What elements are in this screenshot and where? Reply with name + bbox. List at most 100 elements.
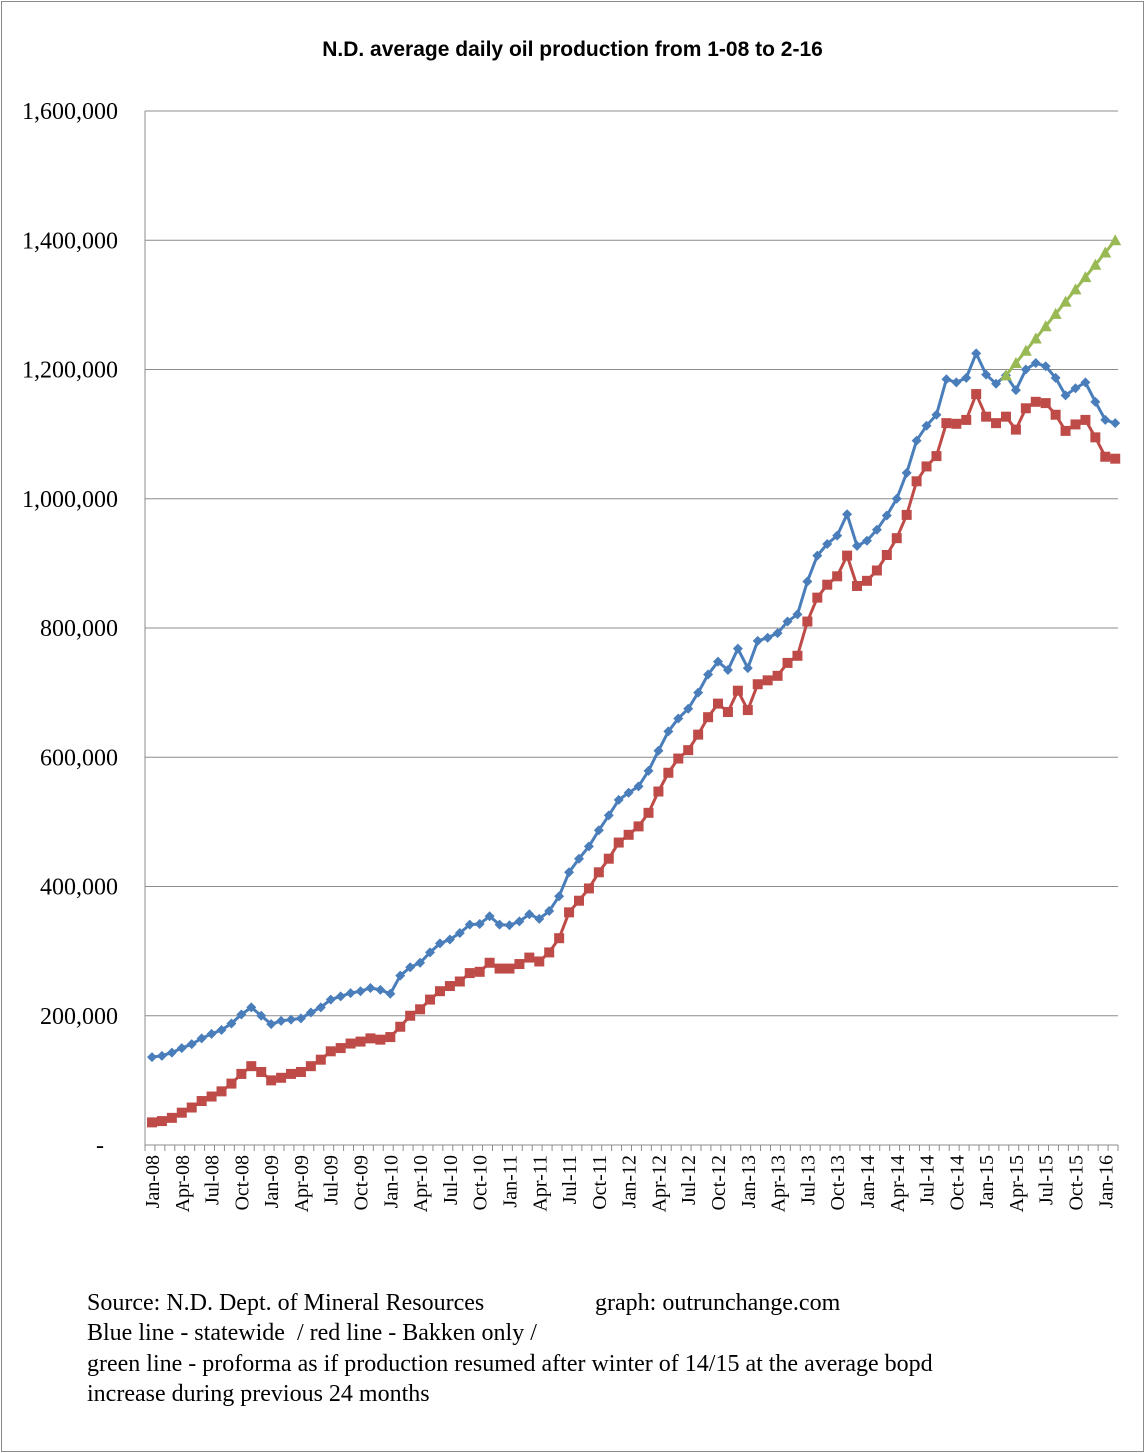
data-point-diamond (276, 1015, 287, 1026)
series-proforma (999, 234, 1122, 381)
data-point-diamond (484, 911, 495, 922)
data-point-square (474, 966, 485, 977)
data-point-square (931, 451, 942, 462)
data-point-diamond (474, 918, 485, 929)
data-point-diamond (464, 919, 475, 930)
data-point-square (852, 580, 863, 591)
data-point-square (822, 579, 833, 590)
data-point-square (1050, 409, 1061, 420)
data-point-diamond (434, 938, 445, 949)
data-point-square (871, 565, 882, 576)
data-point-square (991, 418, 1002, 429)
data-point-diamond (822, 538, 833, 549)
series-statewide (147, 348, 1121, 1063)
data-point-diamond (206, 1028, 217, 1039)
data-point-square (156, 1116, 167, 1127)
data-point-diamond (156, 1050, 167, 1061)
data-point-square (375, 1034, 386, 1045)
data-point-square (544, 947, 555, 958)
data-point-diamond (732, 643, 743, 654)
data-point-square (792, 650, 803, 661)
data-point-diamond (1110, 418, 1121, 429)
data-point-diamond (355, 986, 366, 997)
data-point-diamond (792, 609, 803, 620)
data-point-square (1110, 453, 1121, 464)
x-tick-label: Jan-09 (261, 1155, 283, 1208)
data-point-square (355, 1036, 366, 1047)
x-tick-label: Oct-12 (708, 1155, 730, 1211)
data-point-square (951, 418, 962, 429)
data-point-square (286, 1068, 297, 1079)
data-point-diamond (772, 628, 783, 639)
data-point-triangle (1039, 320, 1052, 332)
data-point-triangle (1079, 271, 1092, 283)
data-point-diamond (554, 891, 565, 902)
data-point-diamond (1090, 396, 1101, 407)
data-point-square (196, 1096, 207, 1107)
data-point-diamond (941, 374, 952, 385)
data-point-square (722, 707, 733, 718)
data-point-diamond (1030, 358, 1041, 369)
data-point-diamond (931, 409, 942, 420)
x-tick-label: Jan-12 (619, 1155, 641, 1208)
data-point-diamond (295, 1013, 306, 1024)
footer-graph-credit: graph: outrunchange.com (595, 1290, 841, 1316)
x-tick-label: Oct-11 (589, 1155, 611, 1210)
data-point-diamond (852, 540, 863, 551)
x-tick-label: Jul-08 (202, 1155, 224, 1205)
data-point-square (762, 675, 773, 686)
y-tick-label: 1,400,000 (22, 228, 118, 254)
chart-title: N.D. average daily oil production from 1… (322, 38, 823, 61)
y-tick-label: 600,000 (40, 745, 118, 771)
x-tick-label: Apr-09 (291, 1155, 313, 1212)
data-point-diamond (147, 1052, 157, 1063)
data-point-diamond (693, 687, 704, 698)
data-point-square (812, 592, 823, 603)
data-point-diamond (673, 713, 684, 724)
data-point-diamond (573, 853, 584, 864)
data-point-diamond (1100, 414, 1111, 425)
data-point-diamond (1080, 377, 1091, 388)
x-tick-label: Oct-10 (470, 1155, 492, 1211)
data-point-square (434, 986, 445, 997)
data-point-square (603, 853, 614, 864)
data-point-triangle (1029, 332, 1042, 344)
data-point-diamond (971, 348, 982, 359)
data-point-square (573, 895, 584, 906)
data-point-diamond (405, 962, 416, 973)
data-point-diamond (1020, 364, 1031, 375)
data-point-square (266, 1075, 277, 1086)
y-tick-label: 1,600,000 (22, 99, 118, 125)
x-tick-label: Jul-14 (917, 1155, 939, 1205)
data-point-square (941, 418, 952, 429)
data-point-diamond (315, 1002, 326, 1013)
data-point-square (1070, 419, 1081, 430)
data-point-square (335, 1043, 346, 1054)
data-point-diamond (305, 1007, 316, 1018)
data-point-diamond (991, 378, 1002, 389)
data-point-square (295, 1066, 306, 1077)
data-point-square (176, 1107, 187, 1118)
data-point-square (186, 1102, 197, 1113)
x-tick-label: Apr-13 (768, 1155, 790, 1212)
data-point-diamond (881, 510, 892, 521)
data-point-square (802, 616, 813, 627)
data-point-diamond (444, 934, 455, 945)
data-point-square (842, 550, 853, 561)
data-point-diamond (365, 982, 376, 993)
data-point-square (752, 679, 763, 690)
data-point-diamond (643, 765, 654, 776)
x-tick-label: Oct-15 (1065, 1155, 1087, 1211)
data-point-triangle (1089, 258, 1102, 270)
data-point-diamond (176, 1043, 187, 1054)
data-point-diamond (653, 745, 664, 756)
data-point-diamond (951, 377, 962, 388)
data-point-diamond (802, 576, 813, 587)
data-point-square (633, 821, 644, 832)
data-point-square (613, 837, 624, 848)
data-point-diamond (1050, 372, 1061, 383)
series-line (151, 351, 1116, 1059)
data-point-triangle (999, 369, 1012, 381)
x-tick-label: Jan-11 (499, 1155, 521, 1208)
